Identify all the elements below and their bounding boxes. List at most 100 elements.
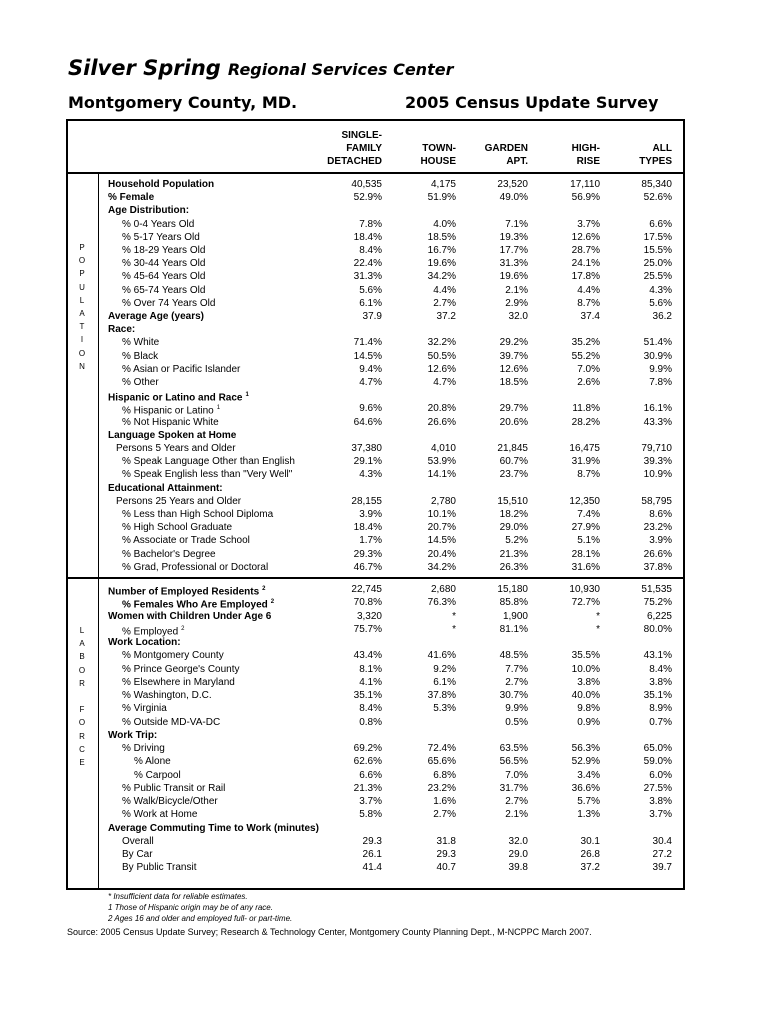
table-cell: 4.1% (359, 676, 382, 688)
table-row: % Outside MD-VA-DC 0.8% 0.5% 0.9% 0.7% (0, 716, 768, 729)
row-label-text: % Prince George's County (122, 663, 240, 675)
row-label-text: Age Distribution: (108, 205, 190, 217)
row-label: % Washington, D.C. (122, 689, 212, 702)
survey-heading: 2005 Census Update Survey (405, 93, 659, 112)
row-label: % Speak Language Other than English (122, 455, 295, 468)
table-cell: 22.4% (353, 258, 382, 270)
table-cell: 29.0 (508, 849, 528, 860)
table-cell: 23.2% (643, 522, 672, 534)
row-label-text: % Bachelor's Degree (122, 548, 216, 560)
row-label-text: % Elsewhere in Maryland (122, 676, 235, 688)
row-label: % Females Who Are Employed 2 (122, 596, 274, 611)
table-cell: 2,680 (430, 584, 456, 595)
table-cell: 20.7% (427, 522, 456, 534)
row-label: % Not Hispanic White (122, 416, 219, 429)
section-divider (66, 577, 685, 579)
table-cell: 10.1% (427, 509, 456, 520)
column-header-line: ALL (652, 143, 672, 154)
footnote-marker: 2 (270, 599, 275, 606)
row-label-text: % Less than High School Diploma (122, 509, 274, 520)
row-label: % Driving (122, 742, 165, 755)
table-row: Household Population 40,535 4,175 23,520 17,… (0, 178, 768, 191)
table-cell: 36.2 (652, 311, 672, 322)
footnote: * Insufficient data for reliable estimat… (108, 892, 248, 901)
row-label: % Work at Home (122, 808, 197, 821)
table-cell: 35.1% (353, 690, 382, 701)
table-cell: 8.6% (649, 509, 672, 520)
table-cell: 6,225 (646, 610, 672, 622)
table-cell: 4.0% (433, 218, 456, 230)
table-row: % Females Who Are Employed 2 70.8% 76.3% 85.… (0, 596, 768, 611)
table-cell: 19.6% (499, 271, 528, 283)
table-cell: 27.2 (652, 849, 672, 860)
row-label-text: By Public Transit (122, 862, 197, 874)
table-cell: 5.3% (433, 703, 456, 715)
county-heading: Montgomery County, MD. (68, 93, 298, 112)
table-cell: 21.3% (353, 782, 382, 794)
table-cell: 41.6% (427, 650, 456, 662)
table-cell: 31.9% (571, 456, 600, 468)
table-row: Work Trip: (0, 729, 768, 742)
table-cell: 25.5% (643, 271, 672, 283)
row-label: Work Location: (108, 636, 181, 649)
table-cell: 9.8% (577, 703, 600, 715)
table-cell: 56.5% (499, 756, 528, 768)
side-letter: B (79, 652, 85, 662)
row-label-text: % Female (108, 192, 155, 204)
table-row: Average Age (years) 37.9 37.2 32.0 37.4 36.2 (0, 310, 768, 323)
table-cell: 4,010 (430, 443, 456, 454)
table-cell: 35.2% (571, 337, 600, 349)
table-row: % Bachelor's Degree 29.3% 20.4% 21.3% 28.1% 2… (0, 548, 768, 561)
table-cell: 6.8% (433, 769, 456, 781)
table-cell: 4.4% (577, 284, 600, 296)
table-cell: 2.6% (577, 377, 600, 388)
table-cell: 8.4% (359, 245, 382, 256)
table-cell: 19.3% (499, 231, 528, 243)
row-label-text: % 45-64 Years Old (122, 271, 206, 283)
row-label: Hispanic or Latino and Race 1 (108, 389, 249, 404)
row-label: By Car (122, 848, 153, 861)
row-label: % Employed 2 (122, 623, 184, 638)
column-header-line: SINGLE- (341, 130, 382, 141)
side-letter: P (79, 269, 85, 279)
column-header-line: RISE (576, 156, 600, 167)
row-label-text: Work Trip: (108, 729, 158, 741)
title-main: Silver Spring (68, 56, 221, 80)
table-cell: 10.0% (571, 663, 600, 675)
table-cell: 14.5% (353, 350, 382, 362)
table-row: % Virginia 8.4% 5.3% 9.9% 9.8% 8.9% (0, 702, 768, 715)
row-label-text: % Asian or Pacific Islander (122, 363, 241, 375)
table-row: % 0-4 Years Old 7.8% 4.0% 7.1% 3.7% 6.6% (0, 218, 768, 231)
table-cell: 31.3% (499, 258, 528, 270)
table-cell: 72.4% (427, 743, 456, 754)
table-cell: 30.4 (652, 835, 672, 847)
table-cell: 7.8% (359, 218, 382, 230)
table-cell: 14.1% (427, 469, 456, 481)
table-cell: 20.4% (427, 548, 456, 560)
table-row: % Walk/Bicycle/Other 3.7% 1.6% 2.7% 5.7% 3.8% (0, 795, 768, 808)
row-label-text: % Over 74 Years Old (122, 297, 216, 309)
row-label-text: % Hispanic or Latino (122, 405, 214, 417)
table-cell: 15.5% (643, 245, 672, 256)
table-row: % Alone 62.6% 65.6% 56.5% 52.9% 59.0% (0, 755, 768, 768)
table-row: % Prince George's County 8.1% 9.2% 7.7% 10.0… (0, 663, 768, 676)
table-cell: 8.9% (649, 703, 672, 715)
side-letter: O (78, 256, 86, 266)
table-cell: 10.9% (643, 469, 672, 481)
row-label-text: % Carpool (134, 769, 181, 781)
row-label-text: % Speak Language Other than English (122, 456, 295, 468)
header-divider (66, 172, 685, 174)
column-header-line: TYPES (639, 156, 672, 167)
row-label: % Outside MD-VA-DC (122, 716, 220, 729)
table-cell: 48.5% (499, 650, 528, 662)
table-cell: 34.2% (427, 561, 456, 573)
row-label-text: % 18-29 Years Old (122, 245, 206, 256)
table-cell: 32.0 (508, 311, 528, 322)
table-row: % 65-74 Years Old 5.6% 4.4% 2.1% 4.4% 4.3% (0, 284, 768, 297)
table-row: % Employed 2 75.7% * 81.1% * 80.0% (0, 623, 768, 638)
table-cell: 6.1% (433, 676, 456, 688)
table-cell: 7.1% (505, 218, 528, 230)
side-column-divider (98, 173, 99, 889)
row-label-text: % Speak English less than "Very Well" (122, 469, 293, 481)
table-cell: 56.9% (571, 192, 600, 204)
